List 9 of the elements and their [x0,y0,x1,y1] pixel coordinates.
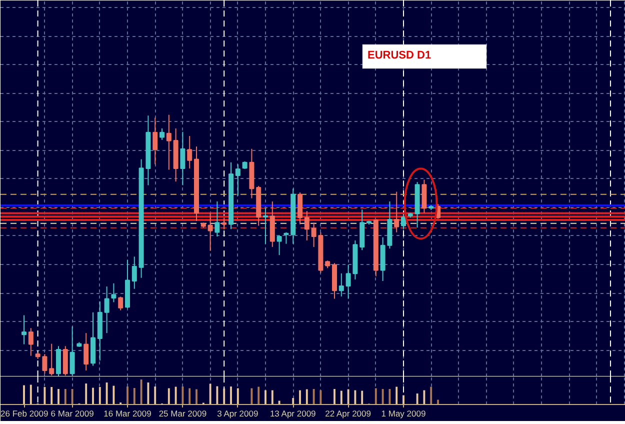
x-tick-label: 6 Mar 2009 [50,408,94,418]
x-tick-label: 22 Apr 2009 [325,408,372,418]
x-tick-label: 26 Feb 2009 [0,408,49,418]
x-tick-label: 13 Apr 2009 [270,408,316,418]
x-tick-label: 3 Apr 2009 [217,408,258,418]
x-tick-label: 1 May 2009 [381,408,426,418]
chart-title: EURUSD D1 [368,50,432,62]
x-tick-label: 25 Mar 2009 [158,408,207,418]
x-tick-label: 16 Mar 2009 [104,408,152,418]
